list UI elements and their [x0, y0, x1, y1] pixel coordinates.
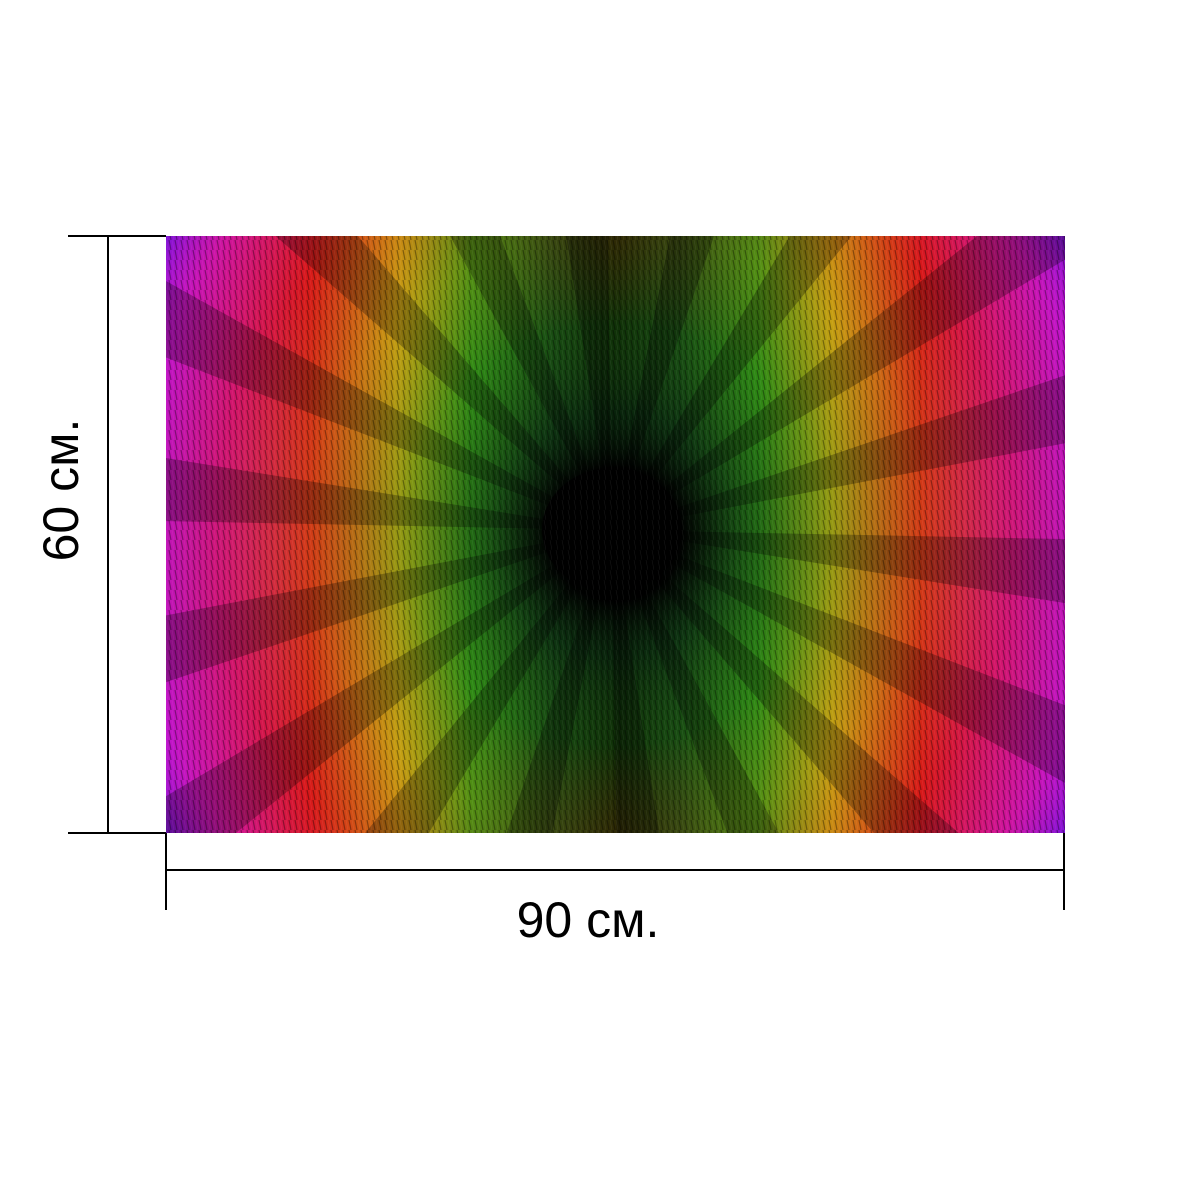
height-dimension: 60 см. — [33, 235, 166, 834]
width-dimension: 90 см. — [165, 833, 1065, 948]
width-label: 90 см. — [517, 892, 660, 948]
height-label: 60 см. — [33, 419, 89, 562]
